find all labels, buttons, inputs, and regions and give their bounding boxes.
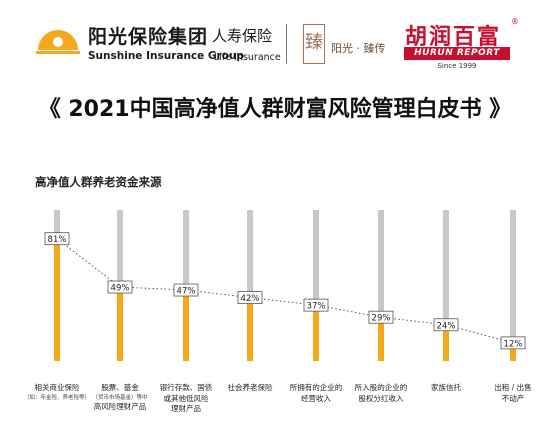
- data-bar: [183, 290, 189, 361]
- header-divider: [286, 24, 287, 64]
- report-title: 《 2021中国高净值人群财富风险管理白皮书 》: [38, 97, 512, 122]
- chart-title: 高净值人群养老资金来源: [35, 175, 162, 189]
- bar-track: [378, 210, 384, 361]
- hurun-logo-cn: 胡润百富: [405, 25, 502, 50]
- life-insurance-en: Life Insurance: [214, 52, 281, 63]
- registered-mark: ®: [511, 17, 519, 26]
- value-label: 47%: [177, 287, 196, 297]
- category-label: 相关商业保险 （如：年金险、养老险等）: [23, 383, 90, 401]
- category-label: 所拥有的企业的 经营收入: [289, 383, 343, 403]
- data-bar: [443, 324, 449, 361]
- category-label: 社会养老保险: [227, 383, 273, 392]
- category-label: 出租 / 出售 不动产: [494, 383, 532, 403]
- sunshine-logo-icon: [36, 30, 80, 54]
- brand-name-cn: 阳光保险集团: [88, 26, 209, 48]
- value-label: 24%: [437, 321, 456, 331]
- value-label: 81%: [48, 235, 67, 245]
- data-bar: [510, 342, 516, 361]
- value-label: 12%: [504, 339, 523, 349]
- data-bar: [54, 238, 60, 361]
- value-label-box: [44, 232, 70, 246]
- category-label: 所入股的企业的 股权分红收入: [354, 383, 408, 403]
- brand-name-en: Sunshine Insurance Group: [88, 50, 244, 62]
- life-insurance-cn: 人寿保险: [212, 27, 273, 45]
- value-label-box: [237, 291, 263, 304]
- value-label-box: [107, 280, 133, 294]
- data-bar: [117, 287, 123, 361]
- category-label: 家族信托: [431, 383, 461, 392]
- value-label-box: [433, 318, 459, 332]
- bar-track: [247, 210, 253, 361]
- value-label: 37%: [307, 302, 326, 312]
- value-label-box: [368, 310, 394, 324]
- value-label: 42%: [241, 294, 260, 304]
- value-label: 49%: [111, 284, 130, 294]
- hurun-since: Since 1999: [437, 62, 477, 70]
- data-bar: [313, 305, 319, 361]
- category-label: 股票、基金 （货币市场基金）等中 高风险理财产品: [92, 383, 148, 411]
- value-label-box: [303, 298, 329, 312]
- hurun-logo-en: HURUN REPORT: [404, 47, 510, 60]
- value-label-box: [173, 283, 199, 297]
- value-label-box: [500, 336, 526, 350]
- bar-track: [443, 210, 449, 361]
- category-label: 银行存款、国债 或其他低风险 理财产品: [159, 383, 213, 413]
- bar-track: [313, 210, 319, 361]
- heritage-seal-logo: 臻: [303, 24, 325, 64]
- data-bar: [247, 297, 253, 361]
- value-label: 29%: [372, 314, 391, 324]
- logo-bar: 阳光保险集团 Sunshine Insurance Group 人寿保险 Lif…: [0, 0, 550, 80]
- heritage-label: 阳光 · 臻传: [331, 42, 386, 55]
- data-bar: [378, 317, 384, 361]
- bar-track: [510, 210, 516, 361]
